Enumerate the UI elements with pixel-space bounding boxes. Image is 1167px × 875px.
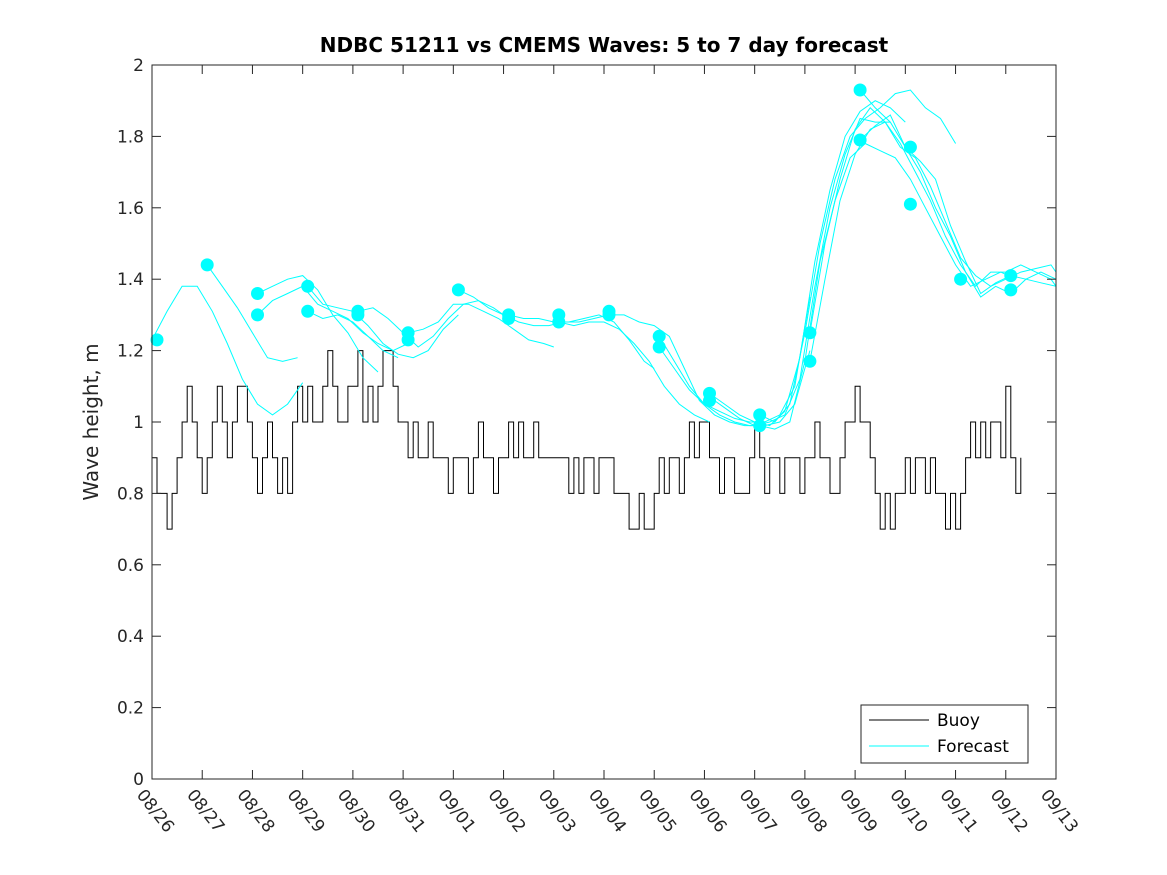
legend-buoy-label: Buoy — [937, 711, 980, 731]
forecast-marker — [803, 354, 817, 368]
y-tick-label: 0.8 — [117, 484, 144, 504]
x-tick-label: 08/29 — [283, 786, 329, 837]
x-tick-label: 09/05 — [634, 786, 680, 837]
x-tick-label: 09/11 — [936, 786, 982, 837]
x-tick-label: 08/27 — [182, 786, 228, 837]
forecast-line — [152, 285, 304, 416]
y-tick-label: 1.6 — [117, 199, 144, 219]
x-tick-label: 09/03 — [534, 786, 580, 837]
forecast-line — [809, 121, 1056, 362]
forecast-line — [458, 289, 610, 327]
forecast-marker — [853, 83, 867, 97]
forecast-marker — [853, 133, 867, 147]
legend-box — [860, 704, 1029, 764]
forecast-marker — [351, 308, 365, 322]
forecast-line — [859, 89, 1056, 298]
forecast-line — [759, 89, 957, 423]
forecast-marker — [502, 312, 516, 325]
forecast-series — [152, 89, 1056, 430]
y-tick-label: 0.2 — [117, 699, 144, 719]
y-tick-label: 1.4 — [117, 270, 144, 290]
forecast-line — [859, 114, 1056, 295]
y-tick-label: 2 — [133, 56, 144, 76]
x-tick-label: 09/10 — [885, 786, 931, 837]
y-tick-label: 1.2 — [117, 342, 144, 362]
forecast-marker — [251, 287, 264, 300]
x-tick-label: 09/02 — [484, 786, 530, 837]
legend: Buoy Forecast — [860, 704, 1029, 764]
forecast-marker — [1004, 269, 1018, 283]
x-tick-label: 09/13 — [1036, 786, 1082, 837]
y-tick-label: 1 — [133, 413, 144, 433]
forecast-line — [508, 314, 655, 369]
forecast-marker — [301, 304, 315, 318]
forecast-line — [709, 117, 891, 427]
forecast-marker — [552, 315, 566, 329]
forecast-line — [609, 314, 755, 427]
forecast-marker — [652, 340, 666, 354]
forecast-marker — [803, 326, 817, 340]
y-tick-label: 0.6 — [117, 556, 144, 576]
forecast-line — [257, 285, 409, 352]
forecast-marker — [954, 272, 968, 286]
forecast-marker — [301, 279, 315, 293]
forecast-line — [357, 300, 504, 348]
forecast-marker — [602, 308, 616, 322]
forecast-line — [307, 310, 399, 359]
forecast-line — [206, 264, 298, 362]
y-axis-label: Wave height, m — [79, 343, 103, 500]
x-tick-label: 09/09 — [835, 786, 881, 837]
forecast-line — [809, 107, 1056, 333]
forecast-marker — [1004, 283, 1018, 297]
forecast-line — [407, 303, 554, 348]
y-tick-label: 1.8 — [117, 127, 144, 147]
legend-forecast-label: Forecast — [937, 737, 1009, 757]
forecast-line — [658, 346, 811, 427]
x-tick-label: 09/01 — [433, 786, 479, 837]
x-tick-label: 08/30 — [333, 786, 379, 837]
chart-title: NDBC 51211 vs CMEMS Waves: 5 to 7 day fo… — [320, 33, 889, 57]
buoy-series — [152, 350, 1022, 530]
forecast-marker — [903, 140, 917, 154]
x-tick-label: 09/04 — [584, 786, 630, 837]
forecast-markers — [150, 83, 1018, 433]
forecast-marker — [652, 329, 666, 343]
y-tick-label: 0.4 — [117, 627, 144, 647]
forecast-line — [307, 285, 459, 359]
forecast-marker — [150, 333, 164, 347]
x-tick-label: 09/07 — [735, 786, 781, 837]
forecast-line — [257, 275, 379, 373]
x-tick-label: 08/26 — [132, 786, 178, 837]
y-axis: 0 0.2 0.4 0.6 0.8 1 1.2 1.4 1.6 1.8 2 — [117, 56, 1056, 790]
x-tick-label: 09/12 — [986, 786, 1032, 837]
x-tick-label: 08/31 — [383, 786, 429, 837]
forecast-line — [658, 296, 811, 423]
forecast-marker — [401, 333, 415, 347]
x-tick-label: 08/28 — [233, 786, 279, 837]
forecast-line — [709, 100, 906, 427]
forecast-line — [558, 321, 710, 423]
y-tick-label: 0 — [133, 770, 144, 790]
forecast-marker — [753, 419, 767, 433]
x-tick-label: 09/06 — [685, 786, 731, 837]
forecast-marker — [251, 308, 264, 322]
forecast-marker — [903, 197, 917, 211]
x-tick-label: 09/08 — [785, 786, 831, 837]
forecast-marker — [451, 283, 465, 297]
forecast-marker — [703, 394, 716, 408]
forecast-marker — [200, 258, 214, 272]
forecast-marker — [753, 408, 767, 422]
buoy-line — [152, 350, 1022, 530]
